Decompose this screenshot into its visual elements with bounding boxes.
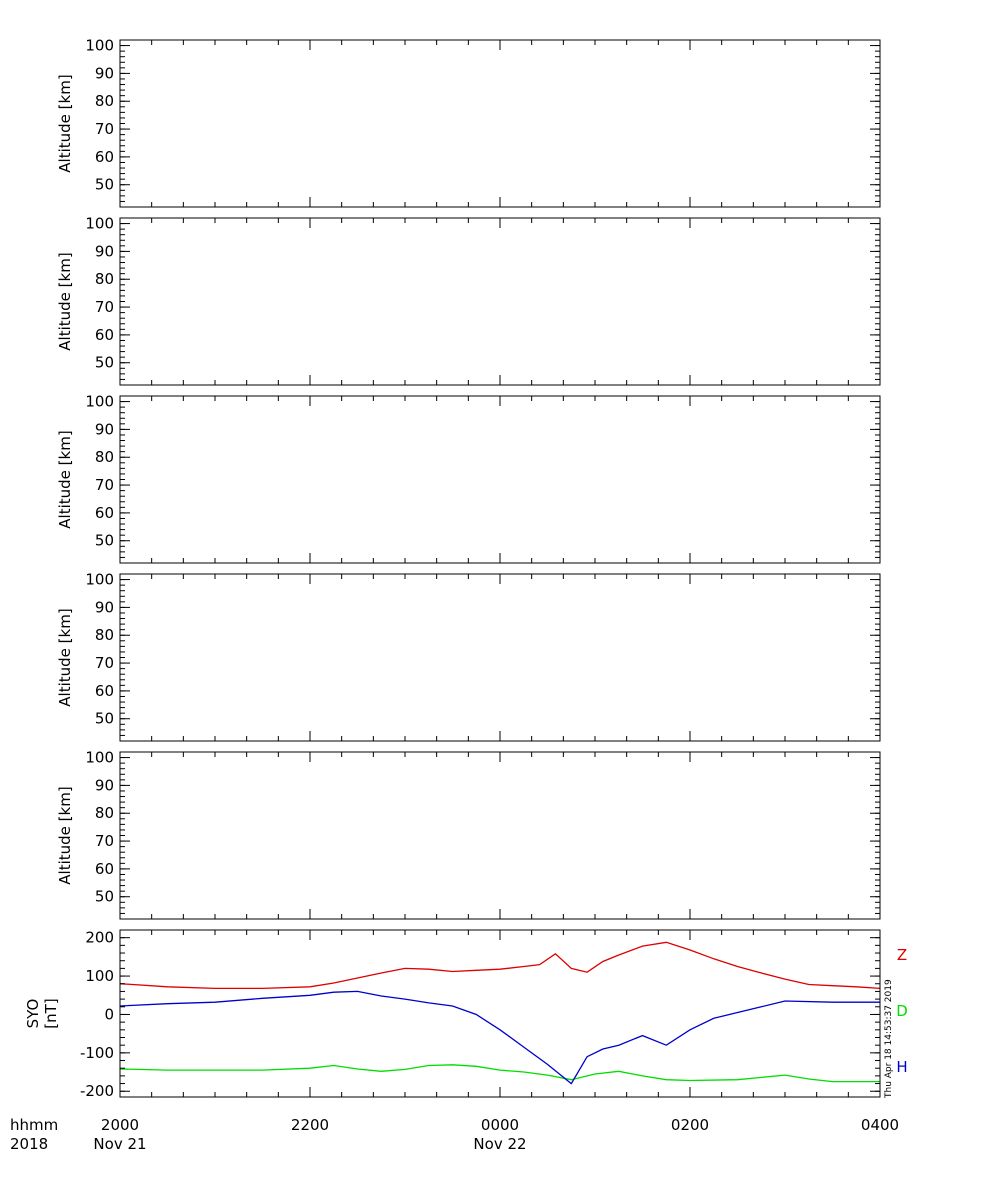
panel-frame — [119, 573, 881, 742]
y-tick-label: 60 — [95, 148, 114, 166]
y-tick-label: 100 — [85, 749, 114, 767]
series-line-d — [119, 1064, 880, 1083]
panel-frame — [119, 395, 881, 564]
y-axis-title: Altitude [km] — [56, 430, 74, 528]
y-tick-label: 200 — [85, 929, 114, 947]
legend-d: D — [896, 1002, 908, 1020]
y-tick-label: 90 — [95, 420, 114, 438]
x-tick-label: 2000 — [101, 1116, 139, 1134]
panel-frame — [119, 751, 881, 920]
y-tick-label: 70 — [95, 654, 114, 672]
y-tick-label: 90 — [95, 776, 114, 794]
panel-1: 50 60 70 80 90 100 Altitude [km] — [56, 37, 881, 208]
y-axis-title: Altitude [km] — [56, 74, 74, 172]
time-tick-labels: 2000 2200 0000 0200 0400 Nov 21 Nov 22 — [93, 1116, 899, 1153]
y-tick-label: 60 — [95, 326, 114, 344]
x-date-label: Nov 21 — [93, 1135, 146, 1153]
x-tick-label: 2200 — [291, 1116, 329, 1134]
time-row2-label: 2018 — [10, 1135, 48, 1153]
y-tick-label: 90 — [95, 598, 114, 616]
panels: 50 60 70 80 90 100 Altitude [km] 50 60 70 80 90 100 A… — [24, 37, 881, 1100]
y-tick-label: 50 — [95, 354, 114, 372]
series-line-h — [119, 990, 880, 1085]
y-tick-label: -200 — [80, 1082, 114, 1100]
time-axis-labels: hhmm 2018 2000 2200 0000 0200 0400 Nov 21 Nov … — [10, 1116, 899, 1153]
panel-frame — [119, 39, 881, 208]
y-tick-label: 0 — [104, 1005, 114, 1023]
y-tick-label: 50 — [95, 176, 114, 194]
y-tick-label: -100 — [80, 1044, 114, 1062]
panel-6: -200 -100 0 100 200 SYO [nT] — [24, 929, 881, 1100]
legend-z: Z — [897, 946, 907, 964]
y-tick-label: 60 — [95, 682, 114, 700]
y-tick-label: 80 — [95, 92, 114, 110]
y-tick-label: 80 — [95, 270, 114, 288]
y-tick-label: 90 — [95, 242, 114, 260]
y-axis-title: Altitude [km] — [56, 252, 74, 350]
panel-frame — [119, 929, 881, 1098]
x-tick-label: 0200 — [671, 1116, 709, 1134]
y-tick-label: 100 — [85, 215, 114, 233]
panel-3: 50 60 70 80 90 100 Altitude [km] — [56, 393, 881, 564]
y-tick-label: 100 — [85, 37, 114, 55]
y-tick-label: 70 — [95, 298, 114, 316]
y-tick-label: 60 — [95, 860, 114, 878]
y-tick-label: 70 — [95, 120, 114, 138]
y-axis-title: Altitude [km] — [56, 608, 74, 706]
time-row1-label: hhmm — [10, 1116, 58, 1134]
y-tick-label: 80 — [95, 448, 114, 466]
panel-2: 50 60 70 80 90 100 Altitude [km] — [56, 215, 881, 386]
y-axis-unit: [nT] — [42, 998, 60, 1028]
panel-4: 50 60 70 80 90 100 Altitude [km] — [56, 571, 881, 742]
y-tick-label: 50 — [95, 710, 114, 728]
x-tick-label: 0000 — [481, 1116, 519, 1134]
y-tick-label: 50 — [95, 888, 114, 906]
y-axis-title: Altitude [km] — [56, 786, 74, 884]
panel-5: 50 60 70 80 90 100 Altitude [km] — [56, 749, 881, 920]
x-date-label: Nov 22 — [473, 1135, 526, 1153]
timestamp: Thu Apr 18 14:53:37 2019 — [884, 979, 894, 1099]
y-tick-label: 90 — [95, 64, 114, 82]
panel-frame — [119, 217, 881, 386]
y-tick-label: 70 — [95, 476, 114, 494]
y-tick-label: 60 — [95, 504, 114, 522]
y-tick-label: 80 — [95, 626, 114, 644]
x-tick-label: 0400 — [861, 1116, 899, 1134]
y-axis-title: SYO — [24, 999, 42, 1029]
y-tick-label: 100 — [85, 967, 114, 985]
series-legend: Z D H — [896, 946, 908, 1076]
y-tick-label: 100 — [85, 571, 114, 589]
y-tick-label: 50 — [95, 532, 114, 550]
y-tick-label: 100 — [85, 393, 114, 411]
y-tick-label: 70 — [95, 832, 114, 850]
series-line-z — [119, 941, 881, 990]
legend-h: H — [896, 1058, 907, 1076]
y-tick-label: 80 — [95, 804, 114, 822]
